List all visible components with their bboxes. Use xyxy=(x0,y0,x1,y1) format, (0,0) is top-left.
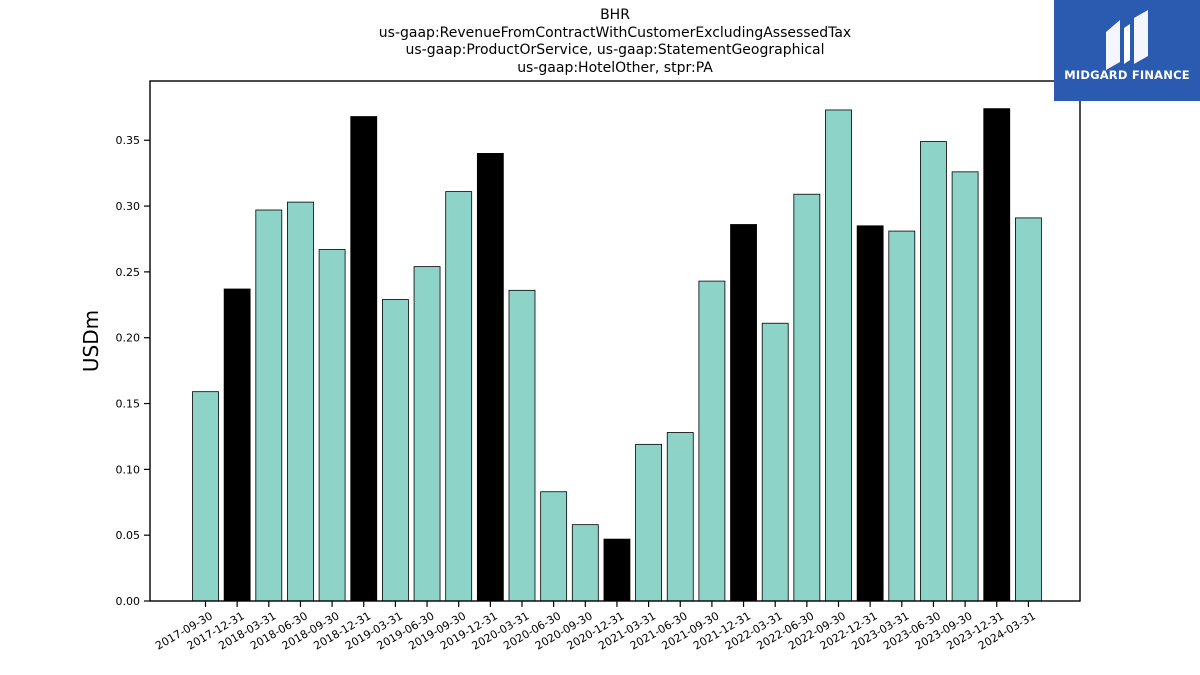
y-tick-label: 0.20 xyxy=(116,332,141,345)
bar-2019-12-31 xyxy=(476,153,504,602)
y-tick-label: 0.30 xyxy=(116,200,141,213)
chart-title-line-4: us-gaap:HotelOther, stpr:PA xyxy=(517,59,713,76)
plot-frame xyxy=(149,80,1081,602)
logo-text: MIDGARD FINANCE xyxy=(1064,68,1190,82)
bar-2019-06-30 xyxy=(413,266,441,602)
bars-layer xyxy=(192,108,1042,602)
bar-2022-09-30 xyxy=(825,109,852,602)
y-tick-label: 0.00 xyxy=(116,595,141,608)
bar-2020-03-31 xyxy=(508,289,536,602)
company-logo: MIDGARD FINANCE xyxy=(1054,0,1200,101)
bar-2018-03-31 xyxy=(255,209,283,602)
bar-2018-09-30 xyxy=(318,249,346,602)
bar-2021-09-30 xyxy=(698,280,726,602)
bar-2021-06-30 xyxy=(666,432,694,602)
bar-2024-03-31 xyxy=(1015,217,1042,602)
chart-title-line-2: us-gaap:RevenueFromContractWithCustomerE… xyxy=(378,24,852,41)
bar-2019-03-31 xyxy=(381,299,409,602)
bar-2020-09-30 xyxy=(571,524,599,602)
bar-2023-12-31 xyxy=(983,108,1011,602)
y-tick-label: 0.25 xyxy=(116,266,141,279)
bar-2017-12-31 xyxy=(223,288,251,602)
chart-title-line-1: BHR xyxy=(600,7,630,23)
y-tick-label: 0.15 xyxy=(116,398,141,411)
bar-2019-09-30 xyxy=(445,191,473,602)
bar-2017-09-30 xyxy=(192,391,219,602)
bar-2020-06-30 xyxy=(540,491,568,602)
y-tick-label: 0.05 xyxy=(116,529,141,542)
bar-2021-03-31 xyxy=(635,443,662,602)
bar-2023-03-31 xyxy=(888,230,916,602)
y-axis-label: USDm xyxy=(79,310,103,372)
bar-2021-12-31 xyxy=(730,224,757,602)
y-tick-label: 0.10 xyxy=(116,463,141,476)
bar-2018-12-31 xyxy=(350,116,378,602)
bar-2023-06-30 xyxy=(920,141,947,602)
bar-2022-03-31 xyxy=(761,322,789,602)
logo-mark-icon xyxy=(1106,10,1148,70)
bar-2018-06-30 xyxy=(287,201,314,602)
y-tick-label: 0.35 xyxy=(116,134,141,147)
chart-title: BHR us-gaap:RevenueFromContractWithCusto… xyxy=(150,7,1080,77)
chart-title-line-3: us-gaap:ProductOrService, us-gaap:Statem… xyxy=(405,42,825,58)
bar-2022-12-31 xyxy=(856,225,884,602)
bar-2020-12-31 xyxy=(603,538,631,602)
bar-2022-06-30 xyxy=(793,193,821,602)
bar-2023-09-30 xyxy=(951,171,979,602)
